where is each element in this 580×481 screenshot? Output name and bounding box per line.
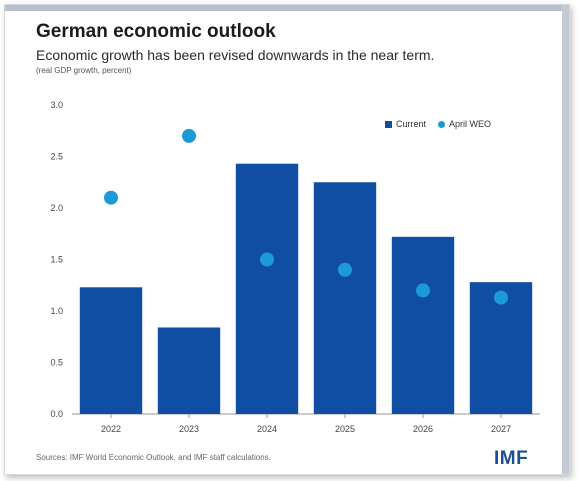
unit-note: (real GDP growth, percent) [36, 66, 132, 75]
chart-legend: Current April WEO [385, 119, 503, 129]
marker-april-weo [104, 190, 118, 205]
y-tick-label: 2.0 [50, 203, 63, 213]
x-tick-label: 2026 [413, 424, 433, 434]
right-border-stripe [562, 5, 569, 474]
y-tick-label: 0.5 [50, 358, 63, 368]
marker-april-weo [338, 262, 352, 277]
imf-logo: IMF [494, 448, 529, 469]
chart-subtitle: Economic growth has been revised downwar… [36, 47, 435, 63]
x-tick-label: 2022 [101, 424, 121, 434]
x-tick-label: 2024 [257, 424, 277, 434]
marker-april-weo [416, 283, 430, 298]
bar-current [235, 163, 299, 414]
y-tick-label: 1.5 [50, 255, 63, 265]
legend-label-current: Current [396, 119, 427, 129]
legend-item-current: Current [385, 119, 426, 129]
x-tick-label: 2025 [335, 424, 355, 434]
source-note: Sources: IMF World Economic Outlook, and… [36, 453, 271, 462]
top-border-stripe [5, 5, 569, 11]
bar-current [391, 236, 455, 414]
marker-april-weo [260, 252, 274, 267]
y-tick-label: 1.0 [50, 306, 63, 316]
marker-april-weo [182, 128, 196, 143]
bar-current [79, 287, 143, 414]
y-tick-label: 2.5 [50, 152, 63, 162]
x-tick-label: 2023 [179, 424, 199, 434]
bar-current [157, 327, 221, 414]
legend-square-icon [385, 120, 392, 128]
y-tick-label: 3.0 [50, 100, 63, 110]
x-tick-label: 2027 [491, 424, 511, 434]
bar-current [313, 182, 377, 414]
legend-label-april-weo: April WEO [449, 119, 492, 129]
legend-item-april-weo: April WEO [438, 119, 491, 129]
legend-dot-icon [438, 120, 446, 128]
y-tick-label: 0.0 [50, 409, 63, 419]
marker-april-weo [494, 290, 508, 305]
chart-title: German economic outlook [36, 21, 276, 42]
